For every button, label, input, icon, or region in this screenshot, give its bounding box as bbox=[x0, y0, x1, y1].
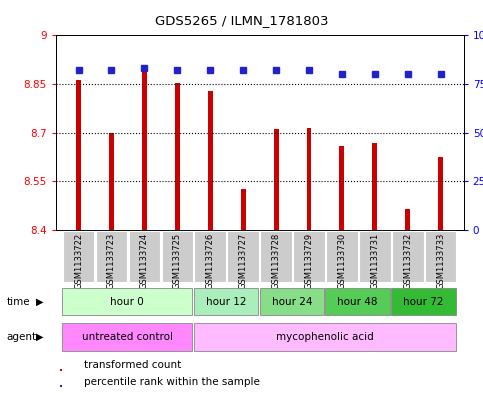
FancyBboxPatch shape bbox=[62, 323, 192, 351]
Text: GSM1133722: GSM1133722 bbox=[74, 233, 83, 289]
Bar bbox=[372, 143, 377, 230]
Bar bbox=[241, 189, 246, 230]
FancyBboxPatch shape bbox=[194, 323, 456, 351]
FancyBboxPatch shape bbox=[96, 231, 128, 282]
FancyBboxPatch shape bbox=[161, 231, 193, 282]
FancyBboxPatch shape bbox=[392, 231, 424, 282]
Text: ▶: ▶ bbox=[36, 297, 44, 307]
Text: agent: agent bbox=[6, 332, 36, 342]
Bar bbox=[307, 128, 312, 230]
Text: GSM1133727: GSM1133727 bbox=[239, 233, 248, 289]
Bar bbox=[340, 146, 344, 230]
FancyBboxPatch shape bbox=[359, 231, 391, 282]
Bar bbox=[59, 369, 62, 371]
Text: GSM1133729: GSM1133729 bbox=[304, 233, 313, 289]
Text: GDS5265 / ILMN_1781803: GDS5265 / ILMN_1781803 bbox=[155, 14, 328, 27]
Bar bbox=[208, 91, 213, 230]
Text: hour 72: hour 72 bbox=[403, 297, 444, 307]
Text: GSM1133723: GSM1133723 bbox=[107, 233, 116, 289]
Text: hour 12: hour 12 bbox=[206, 297, 246, 307]
FancyBboxPatch shape bbox=[128, 231, 160, 282]
Bar bbox=[76, 80, 81, 230]
FancyBboxPatch shape bbox=[195, 231, 226, 282]
Text: GSM1133733: GSM1133733 bbox=[436, 233, 445, 289]
Text: hour 0: hour 0 bbox=[111, 297, 144, 307]
Bar bbox=[59, 386, 62, 387]
Text: GSM1133725: GSM1133725 bbox=[173, 233, 182, 289]
Text: GSM1133731: GSM1133731 bbox=[370, 233, 379, 289]
Text: time: time bbox=[6, 297, 30, 307]
FancyBboxPatch shape bbox=[194, 288, 258, 315]
Text: mycophenolic acid: mycophenolic acid bbox=[276, 332, 374, 342]
Text: GSM1133728: GSM1133728 bbox=[271, 233, 281, 289]
Bar bbox=[109, 133, 114, 230]
Bar bbox=[175, 83, 180, 230]
Text: transformed count: transformed count bbox=[84, 360, 181, 370]
FancyBboxPatch shape bbox=[391, 288, 456, 315]
Text: untreated control: untreated control bbox=[82, 332, 173, 342]
FancyBboxPatch shape bbox=[326, 288, 390, 315]
FancyBboxPatch shape bbox=[62, 288, 192, 315]
Text: GSM1133730: GSM1133730 bbox=[338, 233, 346, 289]
Text: percentile rank within the sample: percentile rank within the sample bbox=[84, 377, 260, 387]
Text: hour 24: hour 24 bbox=[271, 297, 312, 307]
FancyBboxPatch shape bbox=[260, 288, 324, 315]
FancyBboxPatch shape bbox=[326, 231, 358, 282]
Bar bbox=[438, 157, 443, 230]
Text: GSM1133732: GSM1133732 bbox=[403, 233, 412, 289]
FancyBboxPatch shape bbox=[227, 231, 259, 282]
Bar bbox=[405, 209, 410, 230]
Bar bbox=[142, 70, 147, 230]
Text: GSM1133726: GSM1133726 bbox=[206, 233, 215, 289]
Text: GSM1133724: GSM1133724 bbox=[140, 233, 149, 289]
FancyBboxPatch shape bbox=[63, 231, 94, 282]
Text: hour 48: hour 48 bbox=[338, 297, 378, 307]
FancyBboxPatch shape bbox=[293, 231, 325, 282]
FancyBboxPatch shape bbox=[260, 231, 292, 282]
Bar bbox=[273, 129, 279, 230]
FancyBboxPatch shape bbox=[425, 231, 456, 282]
Text: ▶: ▶ bbox=[36, 332, 44, 342]
